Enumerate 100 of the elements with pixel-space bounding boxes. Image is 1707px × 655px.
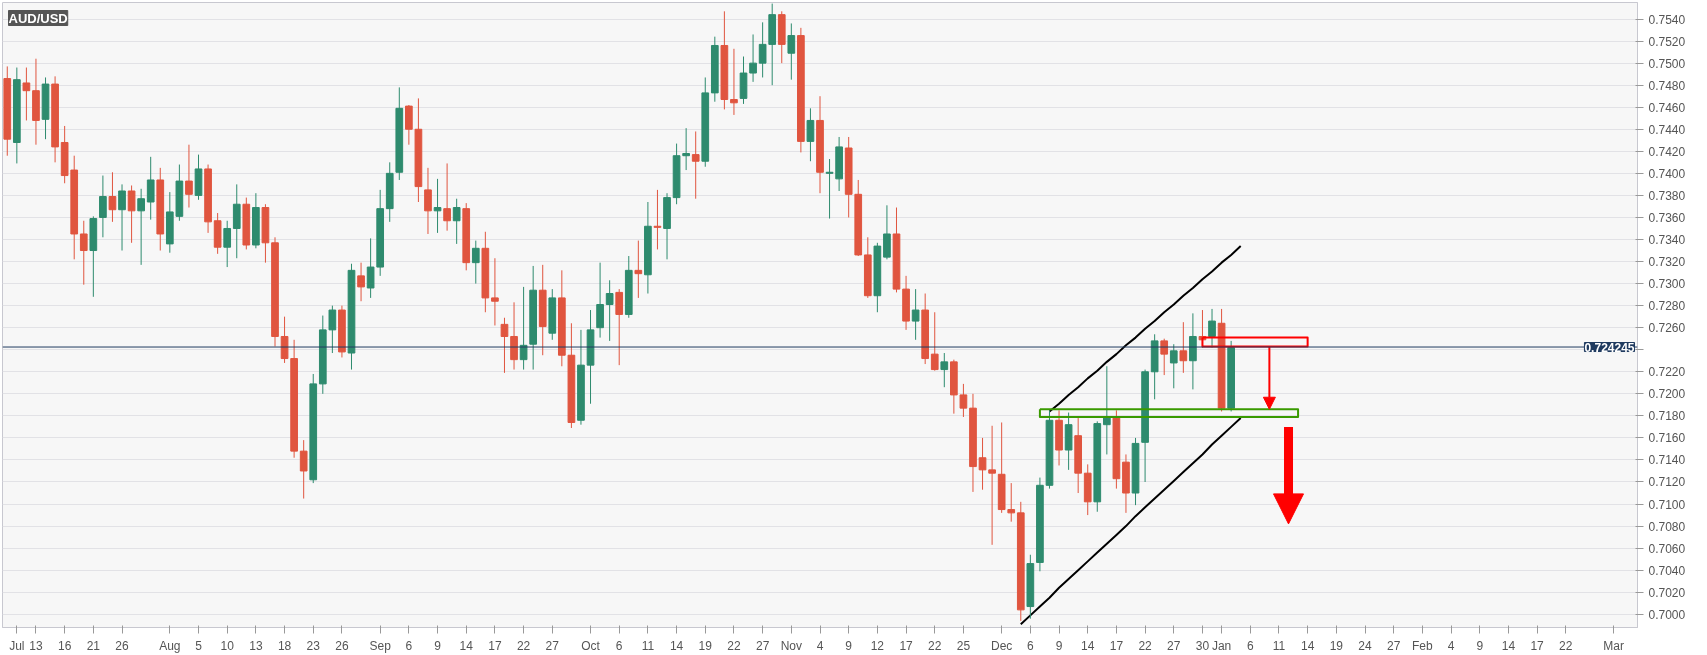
y-tick-label: 0.7440 xyxy=(1648,122,1686,137)
x-tick-label: 14 xyxy=(669,638,684,653)
y-tick-label: 0.7360 xyxy=(1648,210,1686,225)
candlestick xyxy=(108,171,117,223)
x-tick-label: 24 xyxy=(1358,638,1372,653)
candlestick xyxy=(185,144,193,209)
x-tick-label: 27 xyxy=(545,638,560,653)
candlestick xyxy=(79,220,88,286)
x-tick-label: 11 xyxy=(1272,638,1286,653)
x-tick-label: 9 xyxy=(1476,638,1484,653)
y-tick-label: 0.7500 xyxy=(1648,56,1686,71)
x-tick-label: 13 xyxy=(29,638,43,653)
x-tick-label: 6 xyxy=(1027,638,1035,653)
x-tick-label: 6 xyxy=(615,638,623,653)
x-tick-label: 21 xyxy=(86,638,101,653)
candlestick xyxy=(452,198,461,245)
x-tick-label: 26 xyxy=(115,638,130,653)
x-tick-label: 22 xyxy=(1138,638,1153,653)
y-tick-label: 0.7460 xyxy=(1648,100,1686,115)
candlestick xyxy=(730,48,738,116)
x-tick-label: Feb xyxy=(1412,638,1434,653)
candlestick xyxy=(1179,321,1188,374)
candlestick xyxy=(500,317,509,374)
text: AUD/USD xyxy=(8,10,68,26)
candlestick xyxy=(127,184,136,244)
candlestick xyxy=(299,439,308,500)
x-tick-label: 26 xyxy=(335,638,349,653)
x-tick-label: 25 xyxy=(956,638,971,653)
x-tick-label: Sep xyxy=(369,638,392,653)
x-tick-label: 17 xyxy=(1530,638,1545,653)
y-tick-label: 0.7220 xyxy=(1648,365,1686,380)
y-tick-label: 0.7400 xyxy=(1648,166,1686,181)
x-tick-label: 9 xyxy=(845,638,853,653)
x-tick-label: 6 xyxy=(405,638,413,653)
x-tick-label: 27 xyxy=(1387,638,1401,653)
y-tick-label: 0.7280 xyxy=(1648,299,1686,314)
y-tick-label: 0.7020 xyxy=(1648,585,1686,600)
y-tick-label: 0.7520 xyxy=(1648,34,1686,49)
candlestick xyxy=(22,67,31,121)
candlestick xyxy=(634,240,643,299)
x-tick-label: 30 xyxy=(1195,638,1210,653)
x-tick-label: 19 xyxy=(698,638,713,653)
x-tick-label: 17 xyxy=(1109,638,1124,653)
y-tick-label: 0.7100 xyxy=(1648,497,1686,512)
x-tick-label: 22 xyxy=(928,638,942,653)
x-tick-label: 6 xyxy=(1246,638,1254,653)
ref-line-label: 0.724245 xyxy=(1584,340,1635,355)
candlestick xyxy=(491,257,499,326)
candlestick xyxy=(328,305,337,354)
candlestick xyxy=(940,352,949,388)
candlestick xyxy=(787,22,796,81)
x-tick-label: Mar xyxy=(1603,638,1624,653)
y-tick-label: 0.7200 xyxy=(1648,387,1686,402)
y-tick-label: 0.7180 xyxy=(1648,409,1686,424)
candlestick xyxy=(959,383,968,418)
y-tick-label: 0.7300 xyxy=(1648,277,1686,292)
x-tick-label: 12 xyxy=(870,638,885,653)
x-tick-label: 5 xyxy=(195,638,203,653)
candlestick xyxy=(911,288,920,341)
candlestick xyxy=(596,262,604,339)
candlestick xyxy=(691,130,700,200)
candlestick xyxy=(605,279,614,342)
candlestick xyxy=(146,156,155,221)
x-tick-label: 14 xyxy=(1501,638,1516,653)
x-tick-label: 18 xyxy=(277,638,292,653)
candlestick xyxy=(749,33,757,83)
x-tick-label: 14 xyxy=(1300,638,1315,653)
x-tick-label: 27 xyxy=(1167,638,1181,653)
candlestick xyxy=(137,188,145,266)
y-tick-label: 0.7320 xyxy=(1648,255,1686,270)
candlestick xyxy=(118,183,126,252)
candlestick xyxy=(682,127,690,171)
x-tick-label: 22 xyxy=(727,638,741,653)
candlestick xyxy=(930,311,939,372)
candlestick xyxy=(510,301,518,371)
y-tick-label: 0.7040 xyxy=(1648,563,1686,578)
y-tick-label: 0.7260 xyxy=(1648,321,1686,336)
candlestick xyxy=(99,175,107,238)
y-tick-label: 0.7000 xyxy=(1648,607,1686,622)
candlestick xyxy=(357,262,365,302)
x-tick-label: Oct xyxy=(581,638,601,653)
x-tick-label: 10 xyxy=(220,638,235,653)
x-tick-label: 9 xyxy=(1055,638,1063,653)
candlestick xyxy=(1103,365,1111,455)
x-tick-label: Aug xyxy=(159,638,181,653)
x-tick-label: 22 xyxy=(516,638,531,653)
x-tick-label: 17 xyxy=(488,638,502,653)
y-tick-label: 0.7140 xyxy=(1648,453,1686,468)
x-tick-label: Nov xyxy=(780,638,802,653)
candlestick xyxy=(806,107,815,162)
x-tick-label: 14 xyxy=(459,638,474,653)
x-tick-label: Jan xyxy=(1211,638,1232,653)
line-series xyxy=(1019,417,1242,626)
candlestick xyxy=(883,204,891,260)
candlestick xyxy=(223,220,232,268)
candlestick xyxy=(653,189,662,250)
y-tick-label: 0.7080 xyxy=(1648,519,1686,534)
x-tick-label: 27 xyxy=(755,638,770,653)
x-tick-label: Dec xyxy=(991,638,1013,653)
candlestick xyxy=(471,240,480,285)
